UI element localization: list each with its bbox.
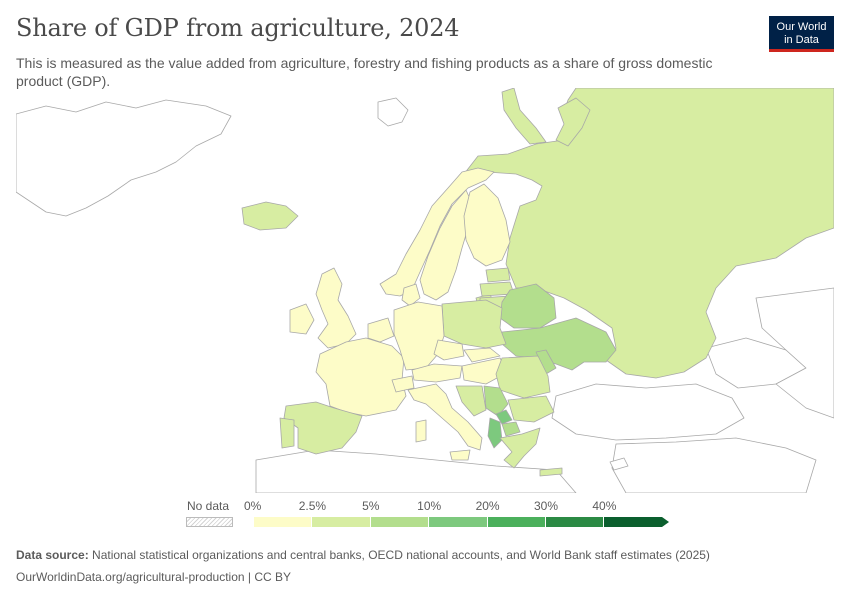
country-benelux[interactable] <box>367 317 395 343</box>
legend-swatch-1[interactable] <box>312 517 371 527</box>
country-romania[interactable] <box>495 355 551 399</box>
country-portugal[interactable] <box>279 417 295 449</box>
sicily[interactable] <box>449 449 471 461</box>
logo-line-2: in Data <box>784 33 819 46</box>
country-czechia[interactable] <box>433 339 465 361</box>
country-kosovo[interactable] <box>495 409 513 425</box>
country-albania[interactable] <box>487 417 503 449</box>
turkey-outline <box>551 383 745 441</box>
legend-tick-label: 30% <box>533 499 559 513</box>
legend-no-data-swatch[interactable] <box>186 517 233 527</box>
legend-tick-label: 20% <box>475 499 500 513</box>
legend-tick-label: 2.5% <box>298 499 327 513</box>
legend-swatch-2[interactable] <box>370 517 430 527</box>
country-iceland[interactable] <box>241 201 299 231</box>
country-united-kingdom[interactable] <box>315 267 357 349</box>
country-austria[interactable] <box>411 363 463 383</box>
europe-map[interactable] <box>16 88 834 493</box>
country-switzerland[interactable] <box>391 375 415 393</box>
chart-title: Share of GDP from agriculture, 2024 <box>16 14 460 42</box>
country-greece[interactable] <box>499 427 541 469</box>
country-ireland[interactable] <box>289 303 315 335</box>
country-denmark[interactable] <box>401 283 421 307</box>
source-url[interactable]: OurWorldinData.org/agricultural-producti… <box>16 570 292 584</box>
crete[interactable] <box>539 467 563 477</box>
country-serbia[interactable] <box>483 385 509 417</box>
legend-swatch-5[interactable] <box>546 517 605 527</box>
legend-tick-label: 0% <box>244 499 262 513</box>
legend-swatch-3[interactable] <box>429 517 488 527</box>
middle-east-outline <box>611 437 817 493</box>
russia-arctic-island[interactable] <box>501 88 547 145</box>
country-croatia-bosnia[interactable] <box>455 385 487 417</box>
country-bulgaria[interactable] <box>507 395 555 423</box>
legend-tick-label: 40% <box>592 499 617 513</box>
country-germany[interactable] <box>393 301 445 371</box>
country-poland[interactable] <box>441 299 507 349</box>
country-france[interactable] <box>315 337 407 417</box>
novaya-zemlya[interactable] <box>555 97 591 147</box>
legend-tick-label: 10% <box>417 499 442 513</box>
sardinia[interactable] <box>415 419 427 443</box>
country-finland[interactable] <box>463 183 511 267</box>
logo-line-1: Our World <box>776 21 827 33</box>
data-source-label: Data source: <box>16 548 89 562</box>
country-estonia[interactable] <box>485 267 511 283</box>
cyprus-outline <box>609 457 629 471</box>
legend-swatch-0[interactable] <box>254 517 313 527</box>
data-source-line: Data source: National statistical organi… <box>16 548 710 562</box>
svalbard-outline <box>377 97 409 127</box>
chart-subtitle: This is measured as the value added from… <box>16 55 713 89</box>
central-asia-outline <box>755 287 834 419</box>
legend-no-data-label: No data <box>187 499 230 513</box>
country-north-macedonia[interactable] <box>501 421 521 437</box>
legend-arrow-tip <box>661 517 669 527</box>
legend-swatch-6[interactable] <box>604 517 663 527</box>
greenland-outline <box>16 99 232 217</box>
country-slovakia[interactable] <box>463 347 501 363</box>
legend-swatch-4[interactable] <box>487 517 546 527</box>
country-italy[interactable] <box>407 383 483 451</box>
owid-logo[interactable]: Our World in Data <box>769 16 834 52</box>
legend-tick-label: 5% <box>362 499 380 513</box>
north-africa-outline <box>255 449 577 493</box>
data-source-text: National statistical organizations and c… <box>92 548 710 562</box>
